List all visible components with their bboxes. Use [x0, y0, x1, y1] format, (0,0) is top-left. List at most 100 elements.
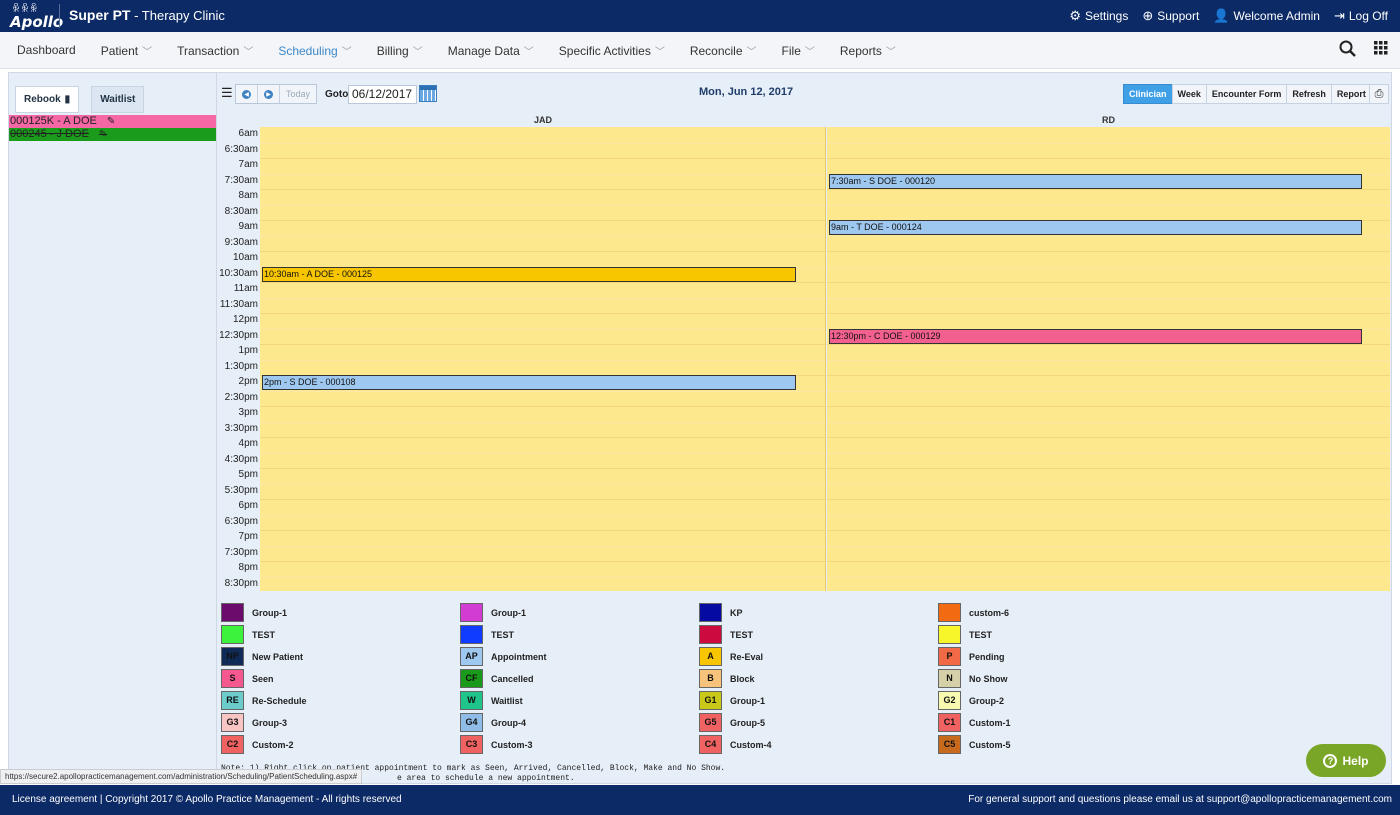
legend-swatch: C5 — [938, 735, 961, 754]
menu-manage-data[interactable]: Manage Data ﹀ — [448, 43, 534, 58]
legend-item: custom-6 — [938, 603, 1009, 622]
slot-divider — [827, 297, 1390, 299]
tab-rebook[interactable]: Rebook ▮ — [15, 86, 80, 113]
legend-label: Appointment — [491, 651, 547, 662]
legend-swatch: AP — [460, 647, 483, 666]
pencil-icon[interactable]: ✎ — [98, 129, 108, 140]
week-view-button[interactable]: Week — [1171, 84, 1207, 104]
slot-divider — [827, 313, 1390, 314]
slot-divider — [260, 235, 825, 237]
refresh-button[interactable]: Refresh — [1286, 84, 1332, 104]
slot-divider — [260, 251, 825, 252]
time-slot-label: 7am — [238, 159, 258, 170]
time-slot-label: 10:30am — [219, 267, 258, 279]
legend-item: C1 Custom-1 — [938, 713, 1011, 732]
time-slot-label: 6:30pm — [224, 515, 258, 527]
clinician-column-jad[interactable]: 10:30am - A DOE - 000125 2pm - S DOE - 00… — [260, 127, 826, 591]
legend-label: Custom-4 — [730, 739, 772, 750]
slot-divider — [260, 220, 825, 221]
legend-item: NP New Patient — [221, 647, 303, 666]
help-button[interactable]: ? Help — [1306, 744, 1386, 777]
menu-label: Reconcile — [689, 44, 743, 58]
legend-item: G2 Group-2 — [938, 691, 1004, 710]
rebook-item-label: 000125K - A DOE — [10, 115, 97, 127]
legend-label: Group-4 — [491, 717, 526, 728]
legend-label: Re-Schedule — [252, 695, 307, 706]
tab-label: Rebook — [24, 94, 61, 105]
slot-divider — [260, 452, 825, 454]
welcome-user[interactable]: 👤 Welcome Admin — [1213, 8, 1320, 24]
rebook-item[interactable]: 000245 - J DOE ✎ — [9, 128, 216, 141]
print-icon[interactable]: ⎙ — [1369, 84, 1389, 104]
legend-label: TEST — [730, 629, 754, 640]
slot-divider — [827, 530, 1390, 531]
pencil-icon[interactable]: ✎ — [106, 116, 116, 127]
apollo-logo[interactable]: ꆜꆜꆜ Apollo — [8, 2, 63, 31]
time-slot-label: 9:30am — [224, 236, 258, 248]
menu-reconcile[interactable]: Reconcile ﹀ — [690, 43, 757, 58]
legend-swatch — [221, 603, 244, 622]
legend-item: C5 Custom-5 — [938, 735, 1011, 754]
logoff-link[interactable]: ⇥ Log Off — [1334, 8, 1388, 24]
slot-divider — [827, 375, 1390, 376]
search-icon[interactable] — [1339, 40, 1356, 62]
slot-divider — [260, 514, 825, 516]
schedule-grid: JAD RD 6am 6:30am 7am 7:30am 8am 8:30am 9am 9:3… — [217, 113, 1390, 591]
clinician-column-rd[interactable]: 7:30am - S DOE - 000120 9am - T DOE - 000… — [827, 127, 1390, 591]
list-view-icon[interactable]: ☰ — [221, 85, 233, 100]
legend-swatch — [699, 603, 722, 622]
today-button[interactable]: Today — [285, 89, 311, 99]
menu-scheduling[interactable]: Scheduling ﹀ — [278, 43, 351, 58]
menu-label: Manage Data — [447, 44, 520, 58]
time-slot-label: 2:30pm — [224, 391, 258, 403]
report-button[interactable]: Report — [1330, 84, 1372, 104]
appointment-block[interactable]: 12:30pm - C DOE - 000129 — [829, 328, 1362, 344]
menu-label: Reports — [839, 44, 882, 58]
legend-label: custom-6 — [969, 607, 1010, 618]
menu-specific-activities[interactable]: Specific Activities ﹀ — [559, 43, 665, 58]
legend-label: Group-3 — [252, 717, 287, 728]
prev-day-button[interactable]: ◀ — [236, 85, 258, 103]
goto-date-input[interactable]: 06/12/2017 — [348, 85, 417, 104]
legend-swatch: CF — [460, 669, 483, 688]
menu-billing[interactable]: Billing ﹀ — [377, 43, 423, 58]
app-title: Super PT - Therapy Clinic — [69, 7, 225, 23]
menu-transaction[interactable]: Transaction ﹀ — [177, 43, 253, 58]
chevron-down-icon: ﹀ — [341, 47, 352, 58]
legend-item: G3 Group-3 — [221, 713, 287, 732]
apps-grid-icon[interactable] — [1374, 40, 1388, 62]
calendar-icon[interactable] — [419, 85, 437, 102]
legend-label: TEST — [252, 629, 276, 640]
appointment-block[interactable]: 7:30am - S DOE - 000120 — [829, 173, 1362, 189]
next-day-button[interactable]: ▶ — [258, 85, 280, 103]
clinic-name: - Therapy Clinic — [130, 8, 225, 23]
legend-item: AP Appointment — [460, 647, 547, 666]
legend-item: G4 Group-4 — [460, 713, 526, 732]
arrow-right-icon: ▶ — [264, 89, 273, 99]
appointment-block[interactable]: 2pm - S DOE - 000108 — [262, 375, 796, 390]
rebook-item[interactable]: 000125K - A DOE ✎ — [9, 115, 216, 128]
menu-patient[interactable]: Patient ﹀ — [101, 43, 152, 58]
slot-divider — [260, 204, 825, 206]
support-link[interactable]: ⊕ Support — [1142, 8, 1199, 24]
time-slot-label: 7:30pm — [224, 546, 258, 558]
legend-label: Cancelled — [491, 673, 534, 684]
legend-label: Group-1 — [491, 607, 526, 618]
support-email[interactable]: For general support and questions please… — [968, 794, 1392, 805]
slot-divider — [827, 514, 1390, 516]
footer: License agreement | Copyright 2017 © Apo… — [0, 785, 1400, 815]
menu-file[interactable]: File ﹀ — [782, 43, 815, 58]
tab-waitlist[interactable]: Waitlist — [91, 86, 145, 113]
license-link[interactable]: License agreement | Copyright 2017 © Apo… — [12, 794, 402, 805]
appointment-block[interactable]: 9am - T DOE - 000124 — [829, 220, 1362, 235]
slot-divider — [260, 173, 825, 175]
menu-reports[interactable]: Reports ﹀ — [840, 43, 896, 58]
menu-dashboard[interactable]: Dashboard — [17, 43, 76, 57]
appointment-block[interactable]: 10:30am - A DOE - 000125 — [262, 266, 796, 282]
clinician-view-button[interactable]: Clinician — [1123, 84, 1173, 104]
status-bar-url: https://secure2.apollopracticemanagement… — [0, 769, 363, 784]
help-label: Help — [1342, 753, 1369, 768]
encounter-form-button[interactable]: Encounter Form — [1205, 84, 1288, 104]
settings-link[interactable]: ⚙ Settings — [1069, 8, 1128, 24]
slot-divider — [827, 561, 1390, 562]
